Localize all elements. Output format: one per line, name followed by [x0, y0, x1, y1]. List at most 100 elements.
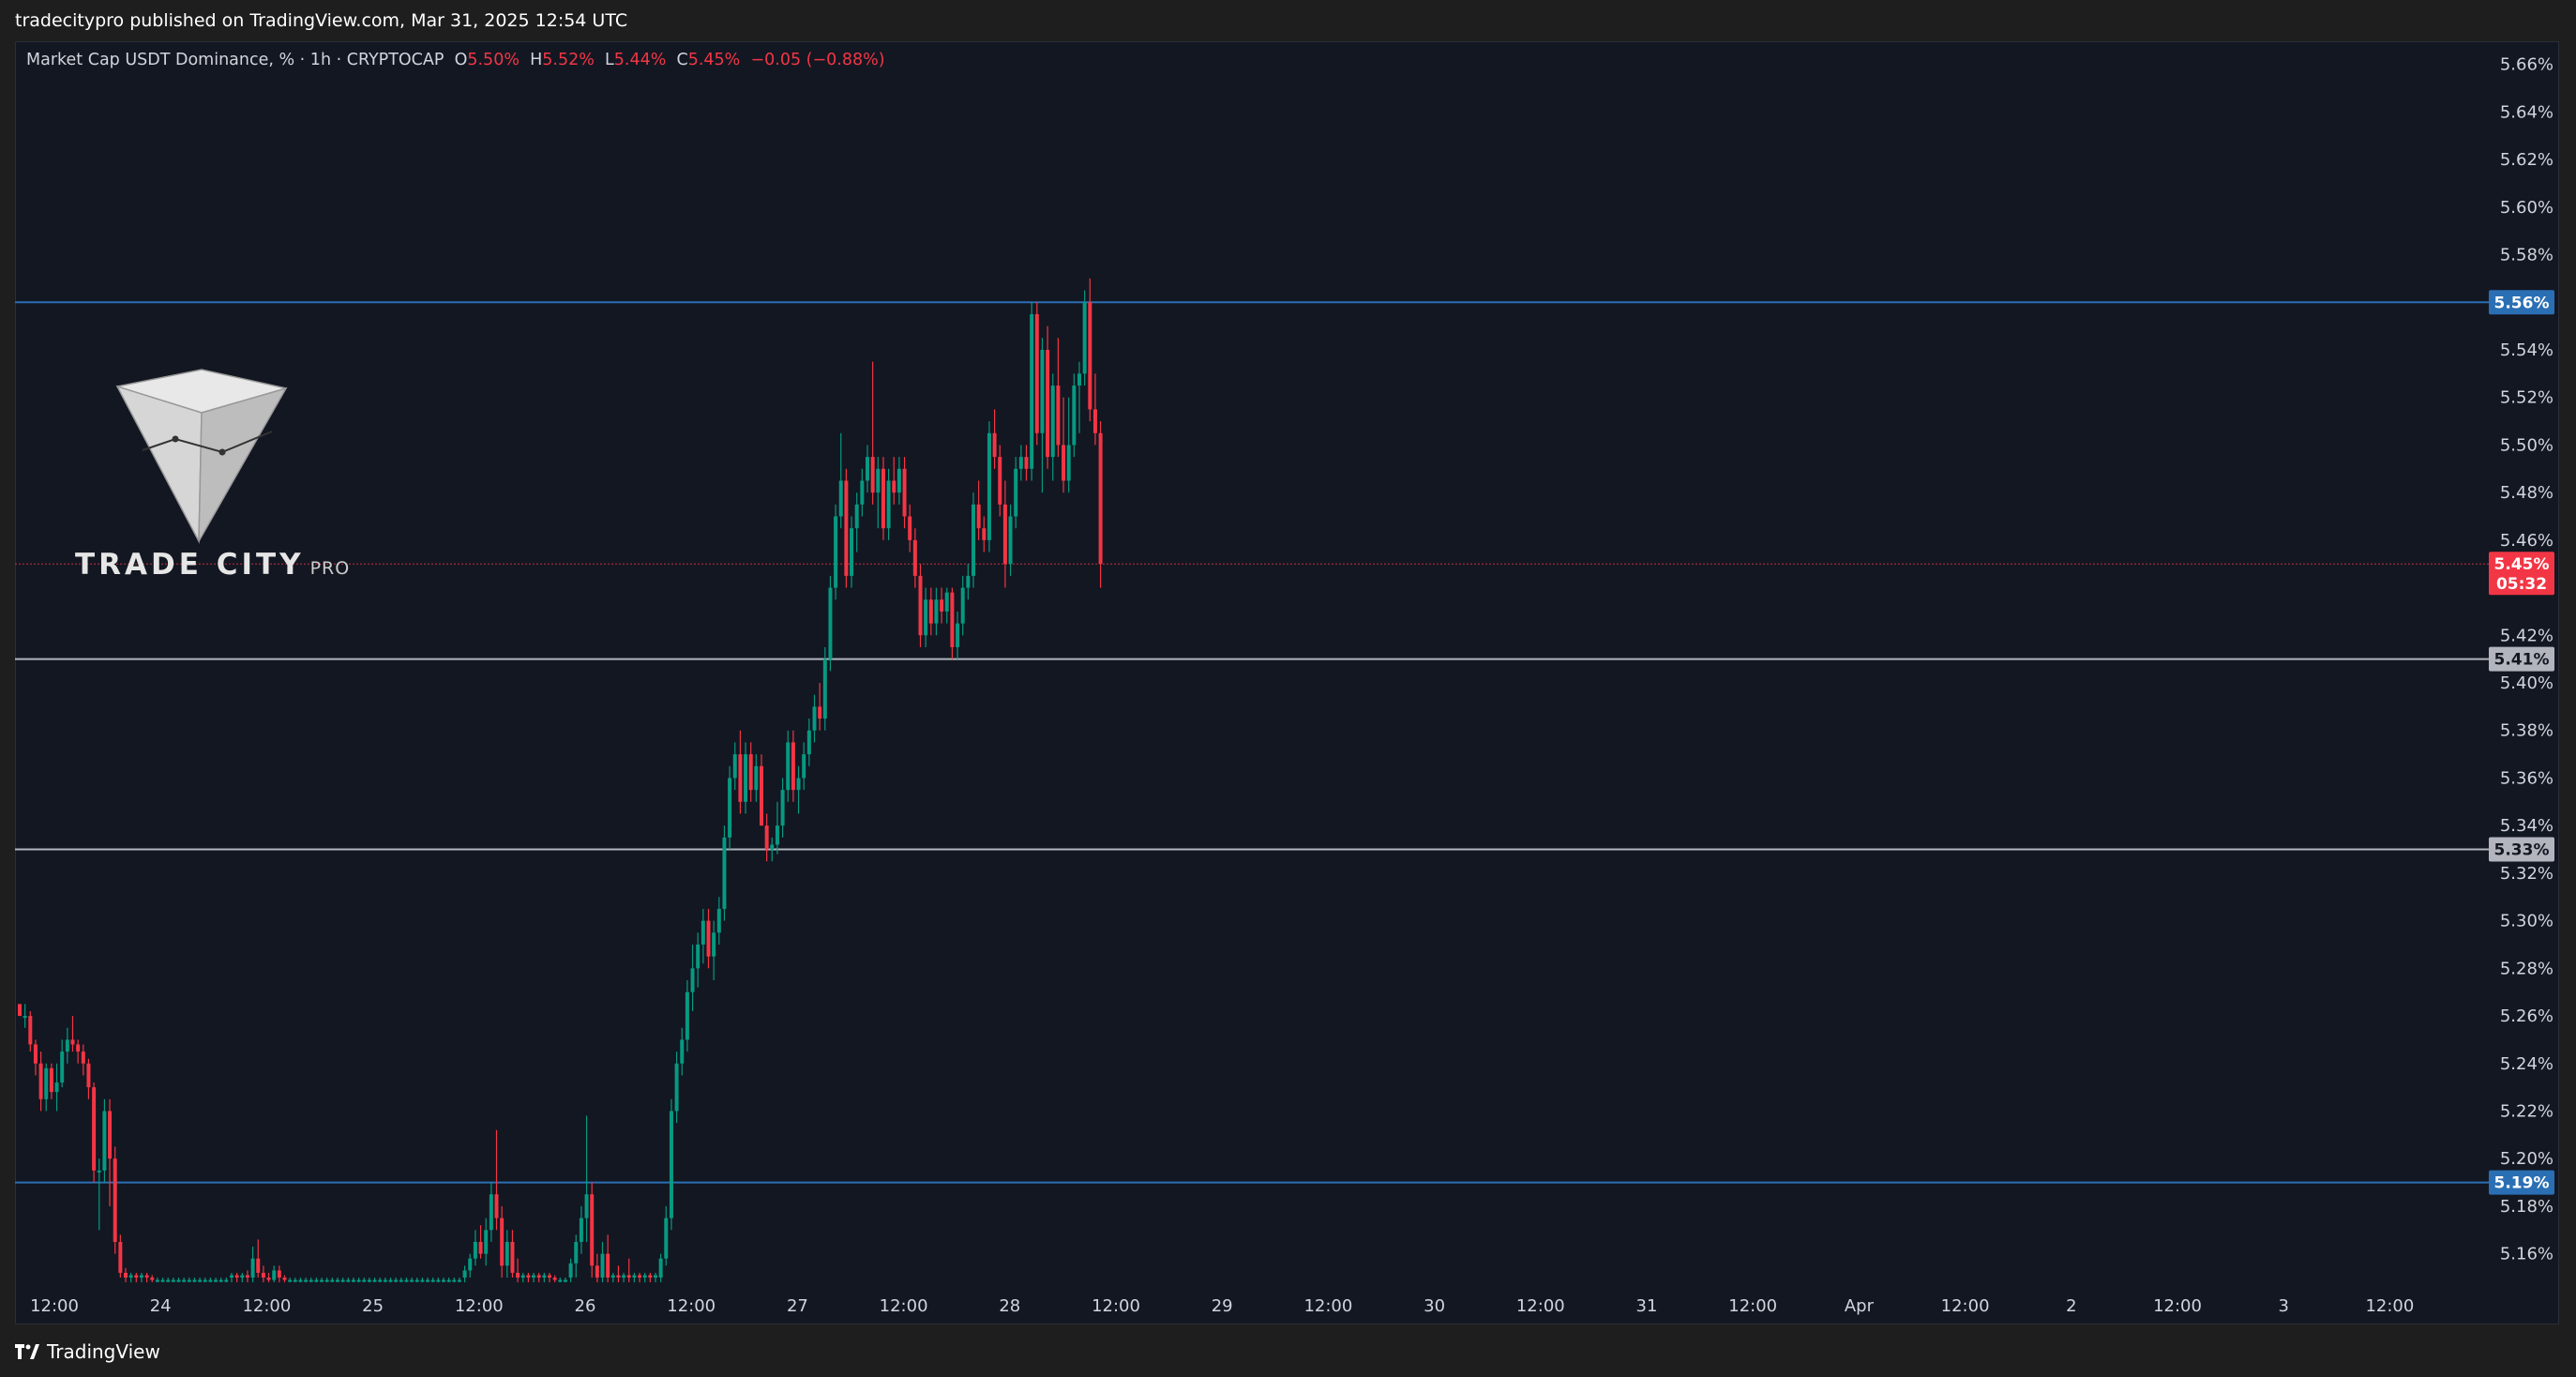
candle-body — [674, 1063, 679, 1112]
y-tick-label: 5.52% — [2500, 388, 2553, 408]
candle-body — [669, 1111, 673, 1218]
candle-body — [176, 1279, 181, 1282]
candle-body — [340, 1279, 345, 1282]
candle-body — [1014, 468, 1018, 517]
candle-body — [960, 587, 965, 624]
y-tick-label: 5.60% — [2500, 198, 2553, 218]
y-tick-label: 5.18% — [2500, 1197, 2553, 1217]
candle-body — [346, 1279, 351, 1282]
open-value: 5.50% — [467, 51, 520, 69]
candle-body — [834, 516, 838, 588]
candle-body — [44, 1067, 49, 1099]
candle-body — [266, 1278, 271, 1280]
candle-body — [940, 599, 944, 612]
candle-body — [160, 1279, 165, 1282]
candle-body — [610, 1275, 615, 1278]
candle-body — [802, 754, 806, 779]
candle-body — [442, 1279, 445, 1282]
candle-body — [436, 1279, 441, 1282]
y-tick-label: 5.36% — [2500, 768, 2553, 788]
candle-body — [850, 528, 854, 576]
level-price-label: 5.41% — [2494, 651, 2550, 670]
x-tick-label: 12:00 — [1516, 1296, 1565, 1316]
candle-body — [690, 968, 695, 992]
y-tick-label: 5.46% — [2500, 531, 2553, 551]
y-tick-label: 5.40% — [2500, 673, 2553, 693]
candle-body — [1066, 445, 1071, 481]
level-price-label: 5.19% — [2494, 1174, 2550, 1193]
x-tick-label: 12:00 — [242, 1296, 291, 1316]
candle-body — [92, 1087, 97, 1171]
candle-body — [473, 1241, 477, 1259]
price-axis: 5.66%5.64%5.62%5.60%5.58%5.56%5.54%5.52%… — [2500, 55, 2553, 1264]
candle-body — [1088, 302, 1092, 410]
candle-body — [457, 1279, 461, 1282]
candle-body — [654, 1275, 657, 1278]
candle-body — [912, 539, 917, 576]
candle-body — [234, 1275, 239, 1278]
y-tick-label: 5.58% — [2500, 246, 2553, 265]
candle-body — [1092, 409, 1097, 433]
candle-body — [520, 1275, 525, 1278]
publisher-bar: tradecitypro published on TradingView.co… — [0, 0, 2576, 41]
candle-body — [484, 1230, 489, 1254]
tradingview-text: TradingView — [47, 1340, 160, 1363]
candle-body — [796, 778, 801, 791]
candle-body — [1034, 313, 1039, 433]
x-tick-label: 12:00 — [880, 1296, 928, 1316]
trade-city-logo-icon — [115, 369, 288, 544]
candle-body — [1002, 504, 1007, 565]
candle-body — [108, 1111, 113, 1159]
candle-body — [49, 1067, 53, 1093]
candle-body — [542, 1275, 547, 1278]
price-chart[interactable]: 5.66% 5.64% 5.62% 5.60% 5.58% 5.56% 5.54% 5.52%… — [15, 41, 2559, 1324]
candle-body — [261, 1272, 265, 1278]
x-tick-label: 28 — [999, 1296, 1020, 1316]
high-value: 5.52% — [542, 51, 595, 69]
candle-body — [536, 1275, 541, 1278]
candle-body — [908, 516, 912, 540]
y-tick-label: 5.66% — [2500, 55, 2553, 75]
x-tick-label: 30 — [1424, 1296, 1445, 1316]
chart-frame — [15, 41, 2559, 1324]
tradingview-logo[interactable]: TradingView — [15, 1340, 160, 1363]
close-value: 5.45% — [687, 51, 741, 69]
x-tick-label: 12:00 — [1941, 1296, 1990, 1316]
candle-body — [568, 1263, 573, 1278]
candle-body — [860, 480, 865, 505]
candle-body — [76, 1044, 81, 1052]
candle-body — [410, 1279, 414, 1282]
candle-body — [367, 1279, 371, 1282]
candle-body — [1098, 432, 1103, 565]
candle-body — [632, 1275, 637, 1278]
candle-body — [764, 825, 769, 850]
candle-body — [791, 742, 795, 791]
candle-body — [526, 1275, 531, 1278]
candle-body — [770, 844, 775, 850]
y-tick-label: 5.42% — [2500, 626, 2553, 645]
candle-body — [732, 754, 737, 779]
candle-body — [866, 457, 869, 481]
candle-body — [548, 1275, 551, 1278]
candle-body — [626, 1275, 631, 1278]
trade-city-watermark: TRADE CITY PRO — [75, 548, 350, 582]
candle-body — [892, 480, 896, 493]
candle-body — [60, 1052, 65, 1083]
candle-body — [272, 1270, 277, 1280]
candle-body — [924, 599, 928, 636]
low-value: 5.44% — [613, 51, 667, 69]
candle-body — [574, 1241, 579, 1264]
candle-body — [314, 1279, 319, 1282]
symbol-legend: Market Cap USDT Dominance, % · 1h · CRYP… — [26, 51, 885, 69]
candle-body — [595, 1265, 599, 1278]
candle-body — [987, 432, 991, 540]
candle-body — [1072, 386, 1077, 446]
candle-body — [150, 1278, 155, 1280]
candle-body — [1082, 302, 1087, 374]
candle-body — [744, 754, 748, 802]
candle-body — [658, 1258, 663, 1278]
candle-body — [430, 1279, 435, 1282]
candle-body — [468, 1258, 473, 1271]
candle-body — [277, 1270, 281, 1278]
low-label: L — [605, 51, 614, 69]
